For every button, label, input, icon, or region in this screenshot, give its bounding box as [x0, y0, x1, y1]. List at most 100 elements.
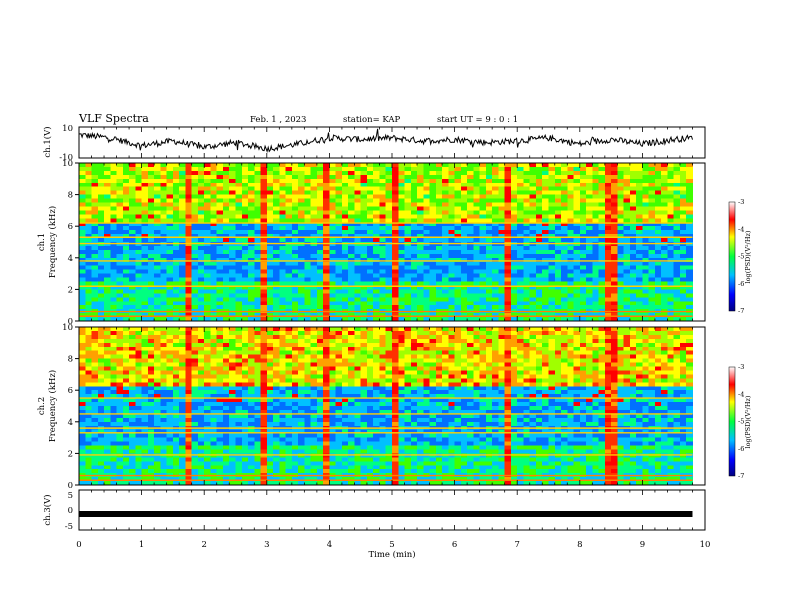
- spectrogram-cell: [517, 194, 524, 199]
- spectrogram-cell: [592, 334, 599, 340]
- spectrogram-cell: [648, 273, 656, 278]
- spectrogram-cell: [341, 214, 349, 219]
- spectrogram-cell: [435, 194, 443, 199]
- spectrogram-cell: [648, 342, 656, 348]
- spectrogram-cell: [404, 178, 412, 184]
- spectrogram-cell: [316, 230, 324, 235]
- spectrogram-cell: [91, 354, 99, 359]
- spectrogram-cell: [429, 186, 437, 191]
- spectrogram-cell: [110, 350, 117, 355]
- spectrogram-cell: [248, 186, 255, 191]
- spectrogram-cell: [442, 330, 449, 336]
- spectrogram-cell: [442, 249, 449, 255]
- spectrogram-cell: [204, 265, 211, 270]
- spectrogram-cell: [316, 277, 324, 282]
- spectrogram-cell: [323, 249, 330, 255]
- spectrogram-cell: [154, 277, 161, 282]
- spectrogram-cell: [392, 334, 399, 340]
- spectrogram-cell: [241, 257, 249, 263]
- spectrogram-cell: [636, 334, 643, 340]
- spectrogram-cell: [172, 354, 180, 359]
- spectrogram-cell: [279, 350, 286, 355]
- spectrogram-cell: [160, 338, 167, 344]
- spectrogram-cell: [285, 174, 293, 180]
- spectrogram-cell: [85, 277, 92, 282]
- spectrogram-cell: [298, 313, 305, 318]
- spectrogram-cell: [417, 234, 424, 239]
- spectrogram-cell: [498, 297, 505, 302]
- spectrogram-cell: [492, 293, 499, 298]
- spectrogram-cell: [473, 330, 480, 336]
- spectrogram-cell: [210, 334, 218, 340]
- spectrogram-cell: [567, 170, 574, 176]
- spectrogram-cell: [467, 194, 474, 199]
- spectrogram-cell: [279, 218, 286, 223]
- spectrogram-cell: [260, 277, 268, 282]
- spectrogram-cell: [291, 277, 299, 282]
- spectrogram-cell: [679, 358, 687, 363]
- spectrogram-cell: [373, 198, 380, 203]
- spectrogram-cell: [160, 253, 167, 259]
- spectrogram-cell: [529, 166, 537, 172]
- spectrogram-cell: [116, 277, 124, 282]
- spectrogram-cell: [222, 301, 230, 306]
- spectrogram-cell: [254, 186, 261, 191]
- spectrogram-cell: [91, 317, 99, 322]
- spectrogram-cell: [97, 238, 105, 243]
- spectrogram-cell: [529, 261, 537, 266]
- spectrogram-cell: [592, 206, 599, 211]
- spectrogram-cell: [573, 269, 581, 274]
- spectrogram-cell: [611, 313, 618, 318]
- spectrogram-cell: [179, 338, 186, 344]
- spectrogram-cell: [617, 210, 624, 215]
- spectrogram-cell: [523, 210, 531, 215]
- spectrogram-cell: [385, 226, 393, 231]
- spectrogram-cell: [110, 253, 117, 259]
- spectrogram-cell: [586, 261, 593, 266]
- spectrogram-cell: [166, 305, 174, 310]
- spectrogram-cell: [661, 317, 668, 322]
- spectrogram-cell: [85, 214, 92, 219]
- spectrogram-cell: [266, 206, 274, 211]
- spectrogram-cell: [661, 218, 668, 223]
- spectrogram-cell: [273, 174, 280, 180]
- spectrogram-cell: [341, 305, 349, 310]
- spectrogram-cell: [448, 238, 455, 243]
- spectrogram-cell: [104, 190, 111, 195]
- spectrogram-cell: [573, 178, 581, 184]
- spectrogram-cell: [110, 327, 117, 332]
- spectrogram-cell: [529, 285, 537, 290]
- spectrogram-cell: [423, 198, 430, 203]
- spectrogram-cell: [429, 277, 437, 282]
- spectrogram-cell: [529, 186, 537, 191]
- spectrogram-cell: [523, 297, 531, 302]
- spectrogram-cell: [373, 281, 380, 286]
- spectrogram-cell: [216, 338, 224, 344]
- spectrogram-cell: [104, 289, 111, 294]
- spectrogram-cell: [485, 281, 493, 286]
- spectrogram-cell: [654, 253, 662, 259]
- spectrogram-cell: [166, 273, 174, 278]
- spectrogram-cell: [335, 166, 343, 172]
- spectrogram-cell: [79, 317, 86, 322]
- spectrogram-cell: [479, 327, 487, 332]
- spectrogram-cell: [460, 346, 468, 351]
- spectrogram-cell: [316, 366, 324, 371]
- spectrogram-cell: [392, 342, 399, 348]
- spectrogram-cell: [298, 350, 305, 355]
- spectrogram-cell: [197, 273, 205, 278]
- spectrogram-cell: [410, 289, 418, 294]
- spectrogram-cell: [116, 313, 124, 318]
- spectrogram-cell: [448, 297, 455, 302]
- spectrogram-cell: [673, 222, 681, 227]
- spectrogram-cell: [586, 297, 593, 302]
- spectrogram-cell: [304, 338, 311, 344]
- spectrogram-cell: [197, 317, 205, 322]
- spectrogram-cell: [91, 210, 99, 215]
- spectrogram-cell: [285, 346, 293, 351]
- spectrogram-cell: [598, 293, 606, 298]
- spectrogram-cell: [79, 358, 86, 363]
- spectrogram-cell: [498, 277, 505, 282]
- spectrogram-cell: [404, 261, 412, 266]
- spectrogram-cell: [429, 354, 437, 359]
